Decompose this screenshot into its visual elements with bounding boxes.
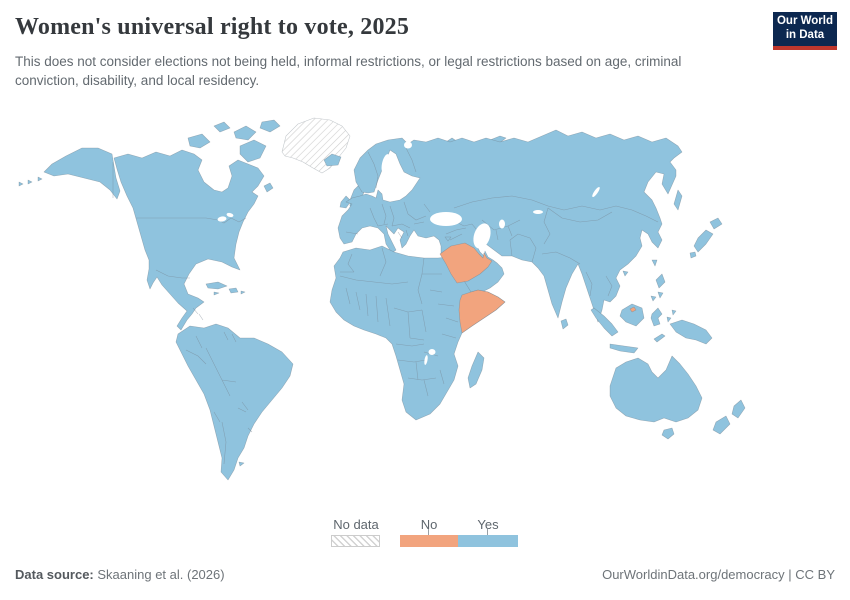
landmass-canadian-arctic-islands[interactable] bbox=[187, 119, 281, 163]
gulf-of-bothnia bbox=[381, 154, 391, 174]
page-subtitle: This does not consider elections not bei… bbox=[15, 54, 682, 89]
landmass-alaska[interactable] bbox=[43, 147, 121, 200]
landmass-hainan[interactable] bbox=[622, 270, 629, 277]
landmass-cyprus[interactable] bbox=[444, 236, 452, 242]
landmass-new-guinea[interactable] bbox=[669, 319, 713, 345]
page-title: Women's universal right to vote, 2025 bbox=[15, 14, 410, 40]
landmass-java[interactable] bbox=[609, 343, 639, 354]
country-saudi-arabia[interactable] bbox=[439, 242, 493, 284]
owid-logo[interactable]: Our World in Data bbox=[773, 12, 837, 50]
landmass-japan[interactable] bbox=[689, 217, 723, 259]
country-brunei[interactable] bbox=[629, 306, 637, 313]
legend-swatch-no-data[interactable] bbox=[331, 535, 380, 547]
caspian-sea bbox=[473, 223, 491, 249]
aral-sea bbox=[499, 219, 505, 229]
gulf-of-finland bbox=[402, 178, 416, 184]
data-source: Data source: Skaaning et al. (2026) bbox=[15, 567, 225, 582]
landmass-madagascar[interactable] bbox=[467, 351, 485, 389]
landmass-sumatra[interactable] bbox=[590, 307, 619, 337]
black-sea bbox=[430, 212, 462, 226]
great-lake-east bbox=[226, 212, 234, 218]
legend-tick-no bbox=[428, 529, 429, 535]
landmass-new-zealand[interactable] bbox=[712, 399, 746, 435]
great-lake-west bbox=[217, 216, 227, 222]
license-badge: | CC BY bbox=[788, 567, 835, 582]
landmass-greenland[interactable] bbox=[281, 117, 351, 174]
lake-victoria bbox=[428, 349, 436, 355]
owid-url-link[interactable]: OurWorldinData.org/democracy bbox=[602, 567, 785, 582]
owid-logo-line2: in Data bbox=[785, 29, 825, 41]
lake-balkhash bbox=[533, 210, 543, 214]
legend-tick-yes bbox=[487, 529, 488, 535]
legend-swatch-yes[interactable] bbox=[458, 535, 518, 547]
landmasses[interactable] bbox=[18, 117, 746, 481]
landmass-falkland-islands[interactable] bbox=[238, 461, 245, 467]
footer-right: OurWorldinData.org/democracy | CC BY bbox=[602, 567, 835, 582]
landmass-sulawesi[interactable] bbox=[650, 307, 663, 327]
landmass-aleutian-islands[interactable] bbox=[18, 176, 43, 187]
landmass-iceland[interactable] bbox=[323, 153, 342, 167]
landmass-moluccas[interactable] bbox=[653, 309, 677, 343]
world-choropleth-map[interactable] bbox=[10, 112, 840, 510]
owid-logo-line1: Our World bbox=[776, 15, 833, 28]
lake-tanganyika bbox=[424, 355, 428, 365]
baltic-sea bbox=[386, 185, 410, 199]
chart-footer: Data source: Skaaning et al. (2026) OurW… bbox=[15, 567, 835, 582]
data-source-value: Skaaning et al. (2026) bbox=[97, 567, 225, 582]
landmass-south-america[interactable] bbox=[175, 323, 294, 481]
country-somalia[interactable] bbox=[458, 289, 506, 334]
landmass-australia[interactable] bbox=[609, 355, 703, 423]
landmass-north-america[interactable] bbox=[113, 149, 265, 331]
white-sea bbox=[404, 141, 412, 149]
landmass-tasmania[interactable] bbox=[661, 427, 675, 440]
seas-and-lakes bbox=[217, 141, 600, 365]
landmass-sakhalin[interactable] bbox=[673, 189, 683, 211]
landmass-borneo[interactable] bbox=[619, 303, 645, 327]
landmass-ireland[interactable] bbox=[339, 195, 352, 209]
landmass-caribbean-islands[interactable] bbox=[205, 281, 246, 296]
landmass-newfoundland[interactable] bbox=[263, 182, 274, 193]
landmass-eurasia[interactable] bbox=[337, 129, 683, 323]
legend-label-yes: Yes bbox=[477, 517, 499, 532]
legend-label-no-data: No data bbox=[333, 517, 379, 532]
landmass-sri-lanka[interactable] bbox=[560, 318, 569, 330]
landmass-philippines[interactable] bbox=[650, 273, 666, 302]
legend-swatch-no[interactable] bbox=[400, 535, 458, 547]
lake-baikal bbox=[592, 186, 600, 198]
map-svg[interactable] bbox=[10, 112, 840, 510]
landmass-taiwan[interactable] bbox=[651, 259, 658, 267]
data-source-label: Data source: bbox=[15, 567, 94, 582]
legend-label-no: No bbox=[420, 517, 438, 532]
